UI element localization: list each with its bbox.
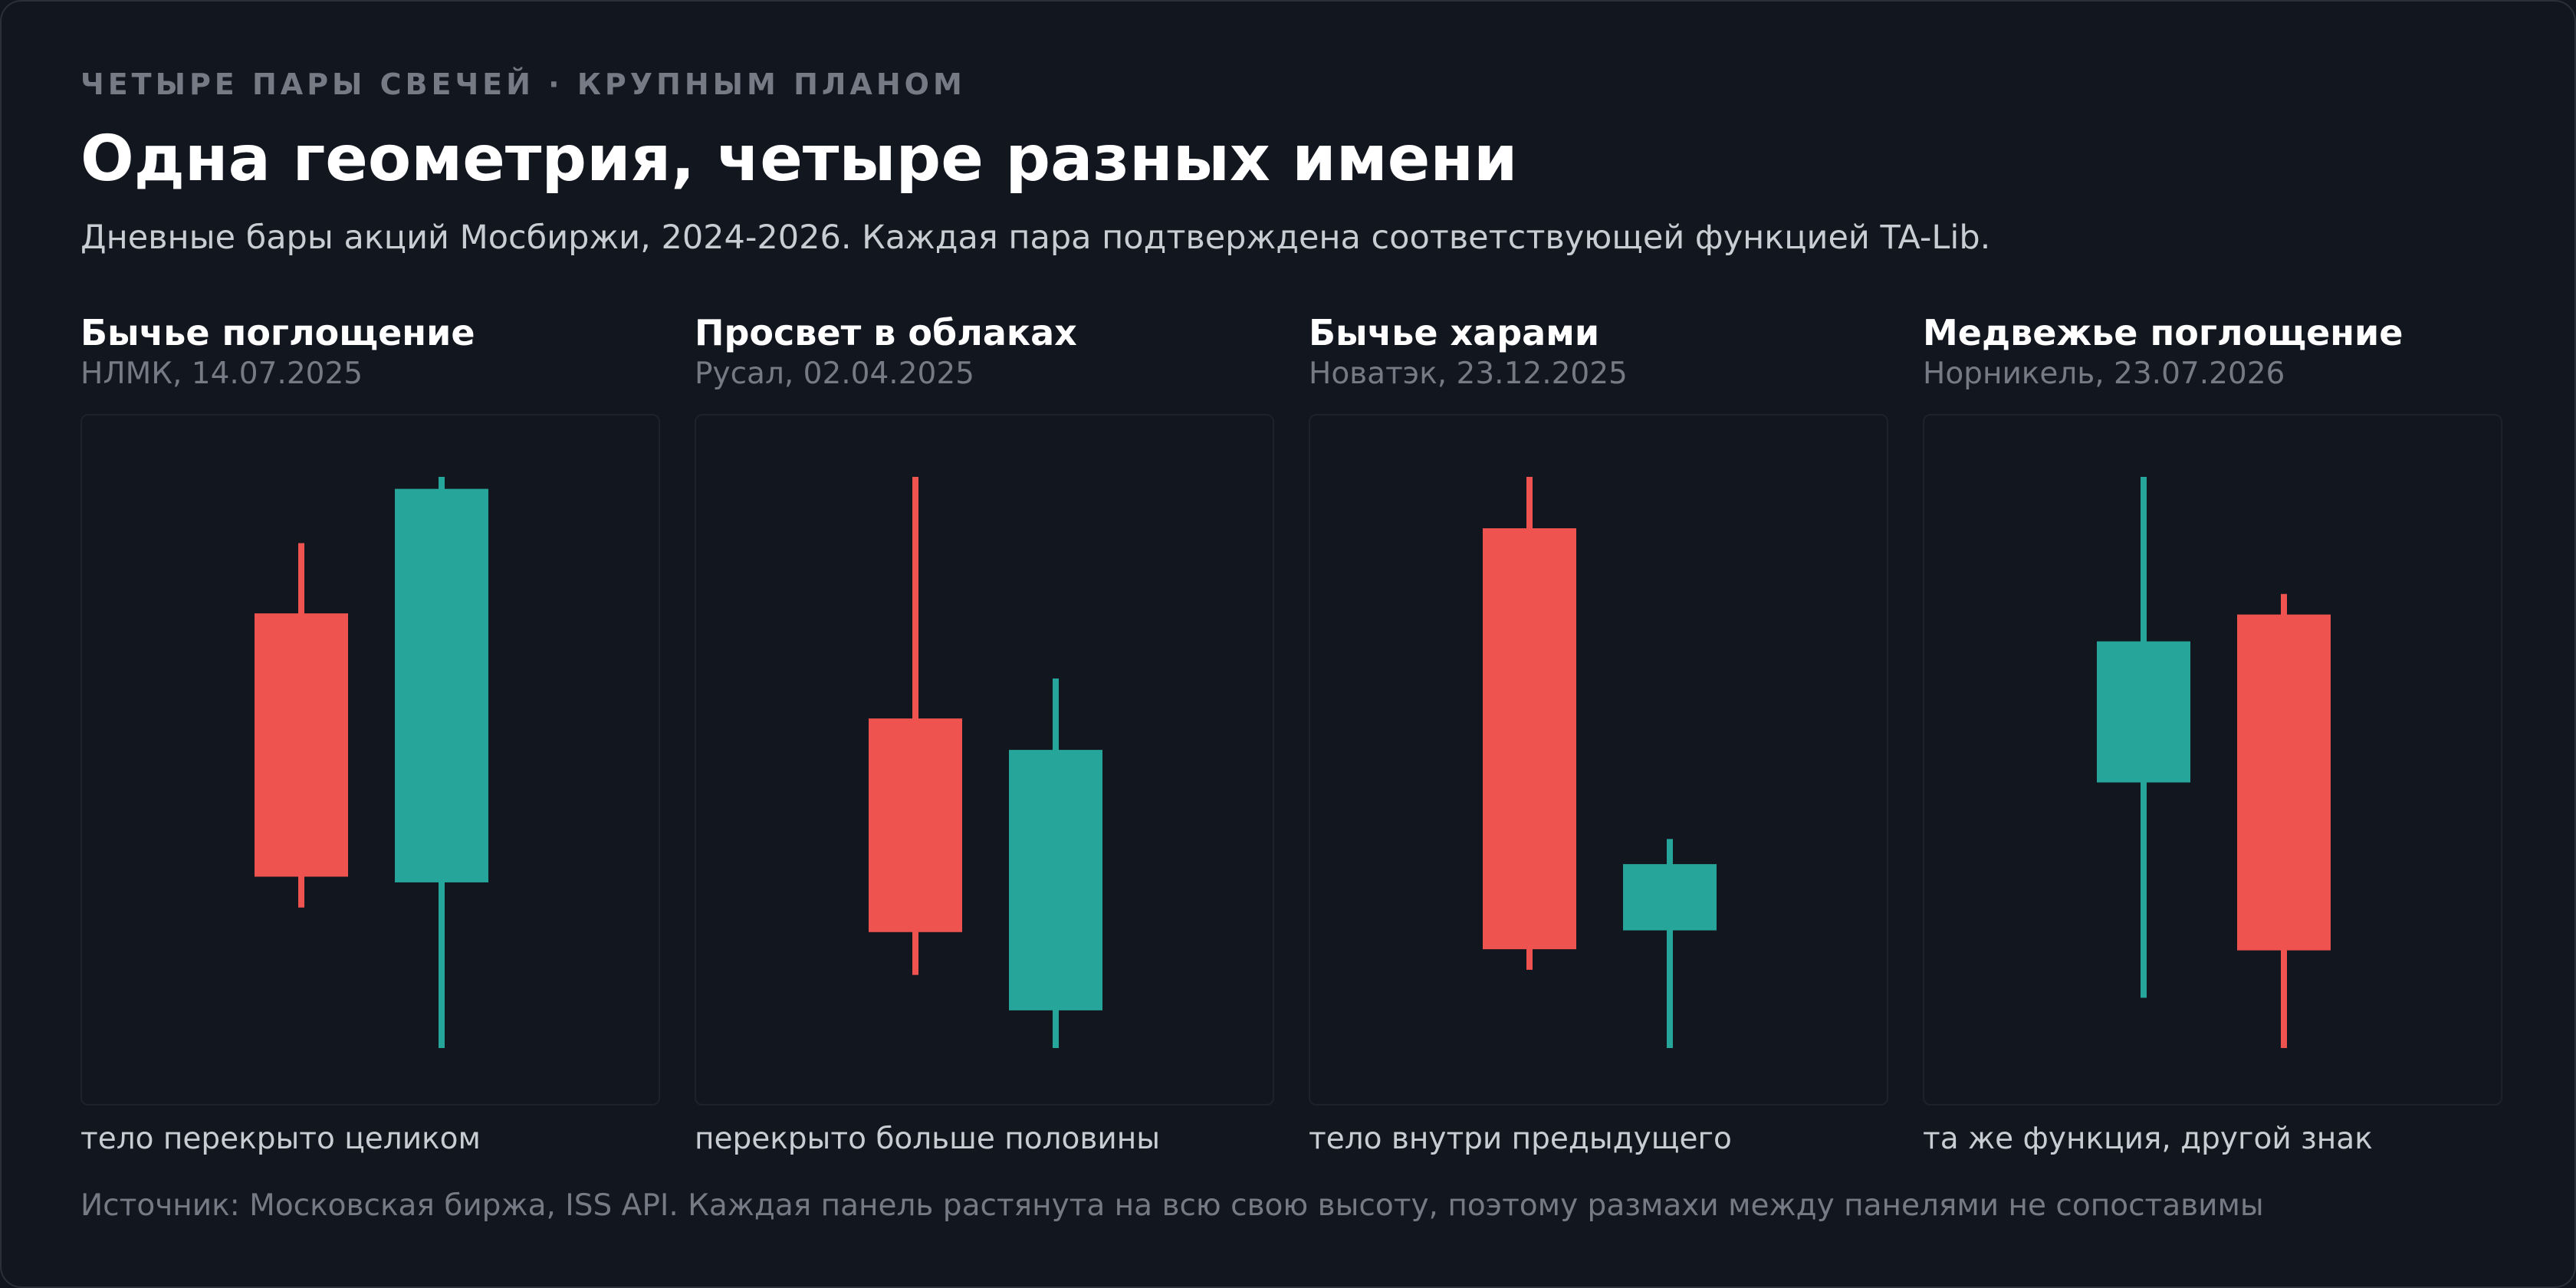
panel-caption: перекрыто больше половины [695, 1122, 1160, 1156]
candle-plot-2 [695, 414, 1274, 1106]
panel-header-3: Бычье харами Новатэк, 23.12.2025 [1309, 310, 1891, 393]
candle-body-2 [1623, 864, 1717, 931]
chart-subtitle: Дневные бары акций Мосбиржи, 2024-2026. … [80, 219, 1991, 257]
panel-subtitle: НЛМК, 14.07.2025 [80, 356, 363, 391]
panel-subtitle: Норникель, 23.07.2026 [1923, 356, 2285, 391]
candle-body-1 [2097, 641, 2190, 783]
candle-body-2 [395, 488, 488, 882]
candle-svg-2 [869, 477, 1102, 1048]
candle-plot-1 [80, 414, 660, 1106]
panel-subtitle: Новатэк, 23.12.2025 [1309, 356, 1628, 391]
candle-svg-1 [255, 477, 488, 1048]
candle-plot-4 [1923, 414, 2502, 1106]
candle-body-1 [869, 718, 962, 932]
panel-caption: та же функция, другой знак [1923, 1122, 2373, 1156]
chart-title: Одна геометрия, четыре разных имени [80, 123, 1518, 196]
chart-kicker: ЧЕТЫРЕ ПАРЫ СВЕЧЕЙ · КРУПНЫМ ПЛАНОМ [80, 67, 966, 101]
panel-title: Бычье поглощение [80, 312, 475, 353]
panel-title: Просвет в облаках [695, 312, 1077, 353]
panel-title: Медвежье поглощение [1923, 312, 2404, 353]
panel-header-1: Бычье поглощение НЛМК, 14.07.2025 [80, 310, 663, 393]
candle-wick-2 [1667, 839, 1673, 1048]
candle-plot-3 [1309, 414, 1888, 1106]
candle-body-2 [2237, 614, 2331, 951]
chart-source-note: Источник: Московская биржа, ISS API. Каж… [80, 1188, 2264, 1223]
candle-body-1 [255, 613, 348, 877]
panel-subtitle: Русал, 02.04.2025 [695, 356, 974, 391]
candle-svg-3 [1483, 477, 1717, 1048]
candle-body-1 [1483, 528, 1576, 950]
candle-svg-4 [2097, 477, 2331, 1048]
panel-header-4: Медвежье поглощение Норникель, 23.07.202… [1923, 310, 2505, 393]
panel-caption: тело внутри предыдущего [1309, 1122, 1732, 1156]
panel-header-2: Просвет в облаках Русал, 02.04.2025 [695, 310, 1277, 393]
panel-title: Бычье харами [1309, 312, 1600, 353]
candle-body-2 [1009, 750, 1102, 1010]
panel-caption: тело перекрыто целиком [80, 1122, 481, 1156]
